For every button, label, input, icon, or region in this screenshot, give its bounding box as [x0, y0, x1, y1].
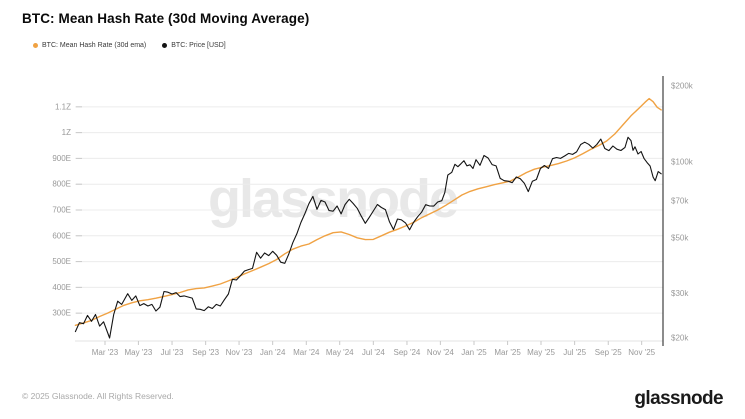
x-axis-tick-label: Mar '23 [92, 348, 119, 357]
x-axis-tick-label: Jan '24 [260, 348, 286, 357]
page-title: BTC: Mean Hash Rate (30d Moving Average) [22, 11, 310, 26]
x-axis-tick-label: May '23 [125, 348, 153, 357]
left-axis-tick-label: 1Z [62, 128, 71, 137]
right-axis-tick-label: $30k [671, 289, 689, 298]
left-axis-tick-label: 800E [52, 180, 71, 189]
price-dot-icon [162, 43, 168, 48]
legend-label-price: BTC: Price [USD] [171, 42, 226, 49]
copyright-text: © 2025 Glassnode. All Rights Reserved. [22, 391, 174, 401]
x-axis-tick-label: Nov '23 [226, 348, 253, 357]
x-axis-tick-label: Sep '25 [595, 348, 622, 357]
x-axis-tick-label: May '25 [527, 348, 555, 357]
legend-item-hash-rate[interactable]: BTC: Mean Hash Rate (30d ema) [33, 42, 146, 49]
legend-label-hash-rate: BTC: Mean Hash Rate (30d ema) [42, 42, 147, 49]
x-axis-tick-label: Mar '24 [293, 348, 320, 357]
right-axis-tick-label: $200k [671, 82, 694, 91]
series-price [74, 136, 662, 339]
legend-item-price[interactable]: BTC: Price [USD] [162, 42, 226, 49]
x-axis-tick-label: Nov '24 [427, 348, 454, 357]
glassnode-logo[interactable]: glassnode [634, 388, 723, 409]
legend: BTC: Mean Hash Rate (30d ema) BTC: Price… [33, 42, 226, 49]
hash-rate-dot-icon [33, 43, 38, 48]
right-axis-tick-label: $20k [671, 334, 689, 343]
left-axis-tick-label: 500E [52, 257, 71, 266]
left-axis-tick-label: 300E [52, 309, 71, 318]
right-axis-tick-label: $70k [671, 197, 689, 206]
x-axis-tick-label: Nov '25 [628, 348, 655, 357]
left-axis-tick-label: 700E [52, 205, 71, 214]
x-axis-tick-label: Mar '25 [494, 348, 521, 357]
x-axis-tick-label: Sep '23 [192, 348, 219, 357]
x-axis-tick-label: Jan '25 [461, 348, 487, 357]
right-axis-tick-label: $100k [671, 158, 694, 167]
x-axis-tick-label: Sep '24 [394, 348, 421, 357]
x-axis-tick-label: Jul '24 [362, 348, 385, 357]
left-axis-tick-label: 600E [52, 231, 71, 240]
x-axis-tick-label: May '24 [326, 348, 354, 357]
left-axis-tick-label: 900E [52, 154, 71, 163]
left-axis-tick-label: 400E [52, 283, 71, 292]
left-axis-tick-label: 1.1Z [55, 102, 71, 111]
x-axis-tick-label: Jul '23 [161, 348, 184, 357]
series-hash-rate [74, 97, 662, 326]
right-axis-tick-label: $50k [671, 233, 689, 242]
x-axis-tick-label: Jul '25 [563, 348, 586, 357]
